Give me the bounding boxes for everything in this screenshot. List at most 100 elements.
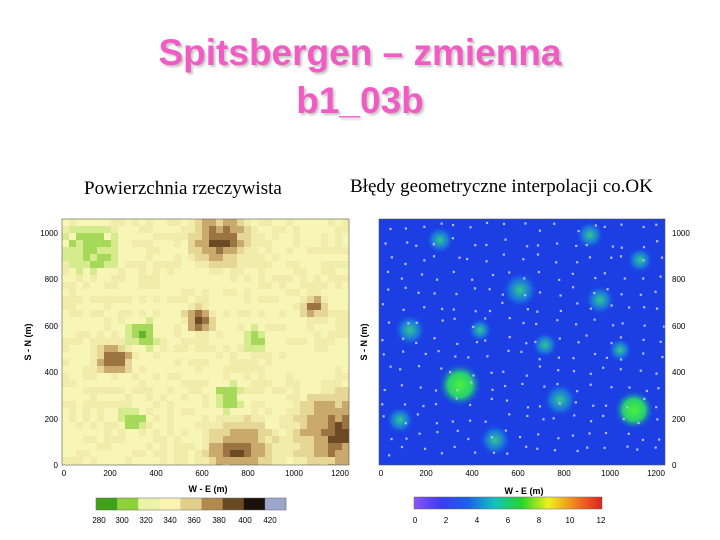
surface-cell [286, 317, 294, 325]
surface-cell [181, 394, 189, 402]
surface-cell [167, 338, 175, 346]
surface-cell [244, 429, 252, 437]
surface-cell [307, 226, 315, 234]
surface-cell [118, 387, 126, 395]
surface-cell [258, 380, 266, 388]
surface-cell [181, 415, 189, 423]
sample-point [521, 382, 524, 386]
sample-point [472, 325, 475, 328]
surface-cell [321, 429, 329, 437]
surface-cell [118, 422, 126, 430]
sample-point [400, 277, 403, 280]
surface-cell [307, 415, 315, 423]
surface-cell [251, 303, 259, 311]
surface-cell [62, 268, 70, 276]
surface-cell [202, 303, 210, 311]
surface-cell [97, 324, 105, 332]
surface-cell [90, 303, 98, 311]
right-cbar-tick-8: 8 [537, 516, 542, 525]
surface-cell [300, 289, 308, 297]
surface-cell [279, 233, 287, 241]
colorbar-swatch [159, 498, 181, 510]
surface-cell [237, 443, 245, 451]
surface-cell [314, 289, 322, 297]
surface-cell [104, 338, 112, 346]
surface-cell [265, 240, 273, 248]
right-colorbar: 0 2 4 6 8 10 12 [413, 496, 606, 525]
surface-cell [97, 268, 105, 276]
surface-cell [258, 401, 266, 409]
surface-cell [111, 338, 119, 346]
surface-cell [335, 282, 343, 290]
left-cbar-tick-320: 320 [139, 516, 153, 525]
surface-cell [202, 394, 210, 402]
surface-cell [272, 268, 280, 276]
sample-point [639, 293, 642, 296]
surface-cell [300, 443, 308, 451]
surface-cell [111, 443, 119, 451]
surface-cell [321, 436, 329, 444]
surface-cell [265, 422, 273, 430]
sample-point [589, 372, 592, 375]
surface-cell [202, 240, 210, 248]
surface-cell [195, 422, 203, 430]
surface-cell [286, 310, 294, 318]
surface-cell [321, 303, 329, 311]
surface-cell [279, 366, 287, 374]
left-y-axis: 0 200 400 600 800 1000 S - N (m) [23, 229, 59, 470]
surface-cell [286, 380, 294, 388]
surface-cell [279, 464, 287, 465]
surface-cell [76, 289, 84, 297]
surface-cell [153, 422, 161, 430]
surface-cell [216, 338, 224, 346]
surface-cell [307, 345, 315, 353]
surface-cell [167, 226, 175, 234]
surface-cell [286, 457, 294, 465]
surface-cell [104, 289, 112, 297]
surface-cell [132, 338, 140, 346]
surface-cell [307, 219, 315, 227]
surface-cell [223, 366, 231, 374]
surface-cell [167, 233, 175, 241]
surface-cell [160, 324, 168, 332]
surface-cell [90, 233, 98, 241]
surface-cell [97, 275, 105, 283]
surface-cell [209, 240, 217, 248]
surface-cell [160, 303, 168, 311]
surface-cell [125, 268, 133, 276]
sample-point [508, 336, 511, 339]
surface-cell [328, 457, 336, 465]
surface-cell [279, 282, 287, 290]
sample-point [641, 438, 644, 441]
surface-cell [237, 275, 245, 283]
sample-point [404, 262, 407, 266]
surface-cell [342, 464, 349, 465]
surface-cell [286, 373, 294, 381]
surface-cell [118, 275, 126, 283]
surface-cell [104, 296, 112, 304]
surface-cell [272, 352, 280, 360]
surface-cell [97, 226, 105, 234]
left-cbar-tick-380: 380 [212, 516, 226, 525]
surface-cell [160, 233, 168, 241]
sample-point [603, 446, 606, 449]
surface-cell [174, 345, 182, 353]
sample-point [605, 356, 608, 359]
sample-point [468, 419, 472, 422]
surface-cell [125, 380, 133, 388]
surface-cell [174, 303, 182, 311]
surface-cell [314, 338, 322, 346]
error-blob [585, 285, 615, 315]
surface-cell [244, 415, 252, 423]
surface-cell [139, 422, 147, 430]
surface-cell [195, 408, 203, 416]
sample-point [606, 288, 609, 291]
surface-cell [321, 380, 329, 388]
surface-cell [279, 289, 287, 297]
surface-cell [202, 359, 210, 367]
surface-cell [314, 401, 322, 409]
surface-cell [328, 387, 336, 395]
surface-cell [111, 254, 119, 262]
surface-cell [104, 268, 112, 276]
sample-point [642, 277, 645, 280]
